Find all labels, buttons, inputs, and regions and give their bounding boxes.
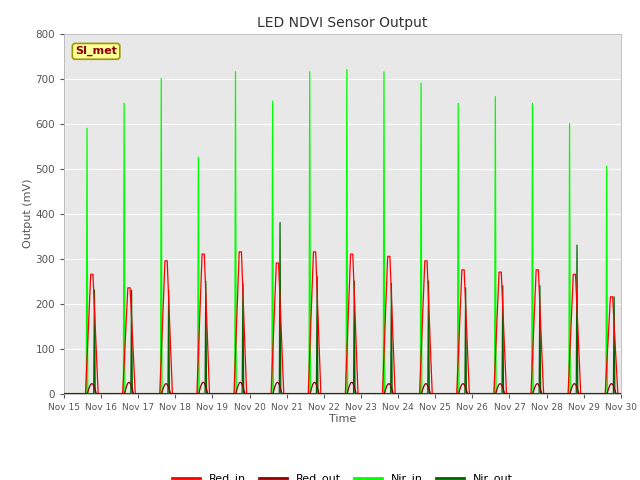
Text: SI_met: SI_met [75, 46, 117, 57]
X-axis label: Time: Time [329, 414, 356, 424]
Y-axis label: Output (mV): Output (mV) [22, 179, 33, 248]
Legend: Red_in, Red_out, Nir_in, Nir_out: Red_in, Red_out, Nir_in, Nir_out [168, 469, 517, 480]
Title: LED NDVI Sensor Output: LED NDVI Sensor Output [257, 16, 428, 30]
